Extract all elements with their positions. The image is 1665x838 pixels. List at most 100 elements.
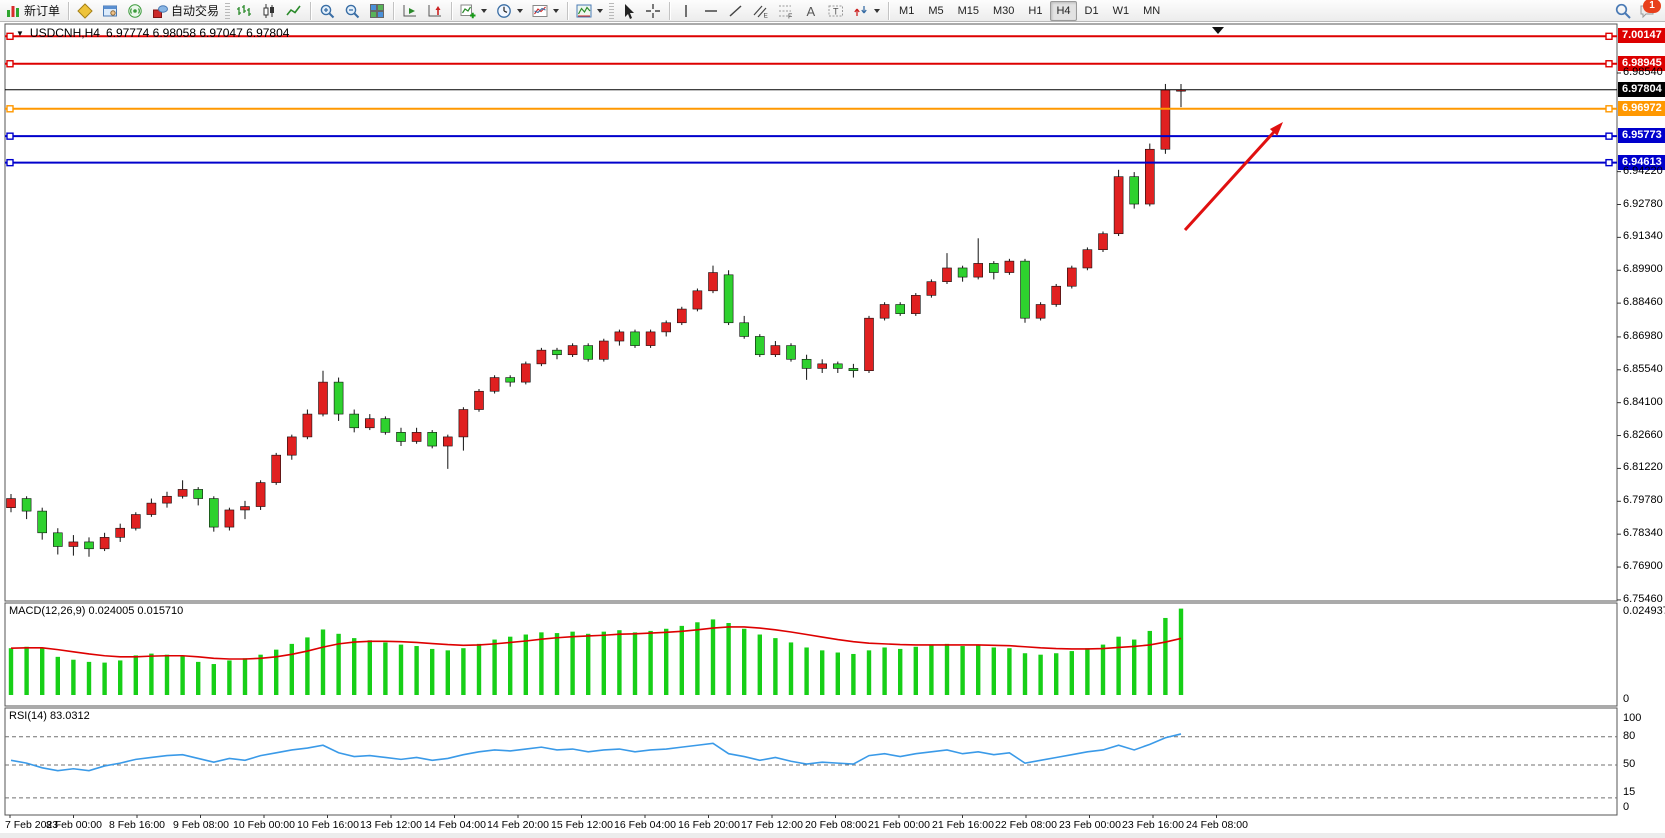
new-order-icon bbox=[7, 5, 19, 17]
toolbar: 新订单 自动交易 bbox=[0, 0, 1665, 22]
periods-caret bbox=[517, 8, 524, 13]
timeframe-M15[interactable]: M15 bbox=[957, 4, 979, 17]
equidistant-channel-button[interactable]: E bbox=[749, 1, 773, 21]
broadcast-button[interactable] bbox=[123, 1, 147, 21]
templates-icon bbox=[532, 4, 548, 17]
symbol-period-label: USDCNH,H4 bbox=[29, 26, 100, 40]
line-handle-right bbox=[1605, 105, 1613, 113]
new-order-label: 新订单 bbox=[24, 4, 61, 18]
data-window-icon bbox=[103, 5, 118, 16]
notifications-button[interactable]: 1 bbox=[1639, 0, 1661, 19]
toolbar-grip bbox=[225, 2, 231, 19]
rsi-panel[interactable] bbox=[5, 708, 1617, 815]
trendline-icon bbox=[729, 4, 742, 17]
cursor-button[interactable] bbox=[616, 1, 640, 21]
auto-trading-icon bbox=[153, 4, 169, 18]
data-window-button[interactable] bbox=[98, 1, 122, 21]
market-watch-button[interactable] bbox=[73, 1, 97, 21]
candlestick-icon bbox=[263, 3, 275, 18]
price-axis[interactable] bbox=[1617, 24, 1665, 815]
chart-shift-icon bbox=[428, 4, 442, 16]
svg-text:T: T bbox=[833, 6, 839, 16]
timeframe-group: M1 M5 M15 M30 H1 H4 D1 W1 MN bbox=[893, 0, 1166, 21]
templates-caret bbox=[553, 8, 560, 13]
search-icon[interactable] bbox=[1615, 3, 1631, 19]
timeframe-M30[interactable]: M30 bbox=[993, 4, 1015, 17]
line-handle-left bbox=[6, 158, 14, 167]
text-label-button[interactable]: T bbox=[824, 1, 848, 21]
timeframe-MN[interactable]: MN bbox=[1143, 4, 1161, 17]
arrows-button[interactable] bbox=[849, 1, 884, 21]
toolbar-separator bbox=[310, 1, 312, 20]
toolbar-grip bbox=[609, 2, 615, 19]
toolbar-separator bbox=[451, 1, 453, 20]
macd-panel-frame bbox=[4, 602, 1618, 707]
indicator-window-button[interactable] bbox=[572, 1, 607, 21]
crosshair-button[interactable] bbox=[641, 1, 665, 21]
candlestick-button[interactable] bbox=[257, 1, 281, 21]
market-watch-icon bbox=[77, 2, 93, 19]
timeframe-H1[interactable]: H1 bbox=[1028, 4, 1043, 17]
line-handle-left bbox=[6, 105, 14, 113]
chart-title: ▼ USDCNH,H4 6.97774 6.98058 6.97047 6.97… bbox=[16, 26, 289, 40]
add-indicator-icon bbox=[460, 4, 476, 18]
fibonacci-button[interactable]: F bbox=[774, 1, 798, 21]
rsi-panel-frame bbox=[4, 707, 1618, 816]
line-chart-icon bbox=[286, 5, 301, 15]
text-label-icon: T bbox=[828, 5, 844, 16]
auto-trading-label: 自动交易 bbox=[171, 4, 220, 18]
bar-chart-button[interactable] bbox=[232, 1, 256, 21]
horizontal-line-button[interactable] bbox=[699, 1, 723, 21]
one-click-trading-toggle[interactable]: ▼ bbox=[16, 28, 24, 38]
svg-text:A: A bbox=[807, 4, 816, 19]
macd-panel[interactable] bbox=[5, 603, 1617, 706]
zoom-out-button[interactable] bbox=[340, 1, 364, 21]
trendline-button[interactable] bbox=[724, 1, 748, 21]
macd-layer bbox=[8, 608, 1184, 695]
window-bottom-edge bbox=[0, 833, 1665, 838]
indicator-window-icon bbox=[576, 4, 592, 17]
line-handle-right bbox=[1605, 60, 1613, 68]
rsi-line bbox=[10, 733, 1182, 772]
tile-windows-icon bbox=[370, 3, 385, 18]
timeframe-W1[interactable]: W1 bbox=[1112, 4, 1130, 17]
auto-trading-button[interactable]: 自动交易 bbox=[148, 1, 223, 21]
annotation-arrow-head bbox=[1269, 122, 1283, 136]
periods-clock-icon bbox=[497, 3, 511, 18]
time-axis[interactable] bbox=[5, 815, 1617, 835]
line-handle-right bbox=[1605, 32, 1613, 41]
toolbar-separator bbox=[393, 1, 395, 20]
svg-text:E: E bbox=[764, 12, 769, 19]
new-order-button[interactable]: 新订单 bbox=[1, 1, 64, 21]
zoom-in-icon bbox=[320, 4, 335, 18]
autoscroll-button[interactable] bbox=[398, 1, 422, 21]
main-chart-panel[interactable] bbox=[5, 24, 1617, 601]
ohlc-values: 6.97774 6.98058 6.97047 6.97804 bbox=[105, 26, 290, 40]
line-handle-right bbox=[1605, 158, 1613, 167]
main-panel-frame bbox=[4, 23, 1618, 602]
zoom-out-icon bbox=[345, 4, 360, 18]
timeframe-D1[interactable]: D1 bbox=[1084, 4, 1099, 17]
text-button[interactable]: A bbox=[799, 1, 823, 21]
vertical-line-button[interactable] bbox=[674, 1, 698, 21]
toolbar-separator bbox=[669, 1, 671, 20]
tile-windows-button[interactable] bbox=[365, 1, 389, 21]
add-indicator-button[interactable] bbox=[456, 1, 491, 21]
line-handle-left bbox=[6, 132, 14, 140]
chart-shift-marker bbox=[1212, 27, 1224, 34]
timeframe-M1[interactable]: M1 bbox=[899, 4, 915, 17]
templates-button[interactable] bbox=[528, 1, 563, 21]
vertical-line-icon bbox=[685, 4, 687, 17]
bar-chart-icon bbox=[237, 4, 252, 16]
toolbar-separator bbox=[567, 1, 569, 20]
timeframe-H4[interactable]: H4 bbox=[1050, 0, 1077, 21]
timeframe-M5[interactable]: M5 bbox=[928, 4, 944, 17]
toolbar-separator bbox=[888, 1, 890, 20]
line-chart-button[interactable] bbox=[282, 1, 306, 21]
periods-button[interactable] bbox=[492, 1, 527, 21]
broadcast-icon bbox=[128, 3, 142, 18]
zoom-in-button[interactable] bbox=[315, 1, 339, 21]
fibonacci-icon: F bbox=[779, 5, 792, 19]
chart-shift-button[interactable] bbox=[423, 1, 447, 21]
